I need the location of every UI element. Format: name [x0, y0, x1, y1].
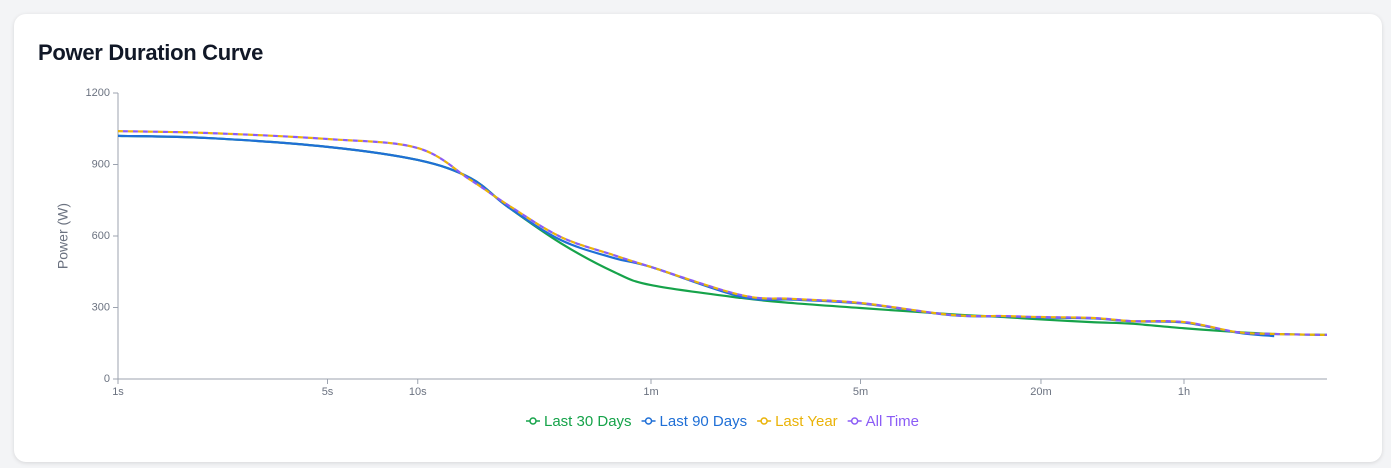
legend-label: Last 90 Days [660, 413, 748, 430]
x-tick-label: 10s [409, 386, 427, 398]
chart-title: Power Duration Curve [38, 40, 264, 65]
legend-item[interactable]: Last 90 Days [641, 413, 748, 430]
y-tick-label: 300 [92, 301, 110, 313]
x-tick-label: 1s [112, 386, 124, 398]
legend-label: Last 30 Days [544, 413, 632, 430]
x-tick-label: 5m [853, 386, 868, 398]
legend-label: All Time [866, 413, 919, 430]
legend-swatch-dot [760, 417, 768, 425]
legend-item[interactable]: Last 30 Days [526, 413, 632, 430]
card: Power Duration Curve [14, 14, 1382, 462]
legend-label: Last Year [775, 413, 838, 430]
y-tick-label: 900 [92, 158, 110, 170]
legend-swatch-dot [850, 417, 859, 425]
series-line [117, 134, 1275, 338]
legend-swatch-dot [644, 417, 653, 425]
legend-item[interactable]: All Time [847, 413, 919, 430]
x-tick-label: 20m [1030, 386, 1051, 398]
series-line [117, 130, 1328, 337]
legend: Last 30 Days Last 90 Days Last Year All Tim… [526, 413, 919, 430]
legend-swatch-dot [529, 417, 537, 425]
y-tick-label: 1200 [86, 87, 110, 99]
legend-item[interactable]: Last Year [757, 413, 838, 430]
x-tick-label: 5s [322, 386, 334, 398]
x-tick-label: 1h [1178, 386, 1190, 398]
y-axis-label: Power (W) [55, 203, 71, 269]
y-tick-label: 0 [104, 373, 110, 385]
series-line [117, 134, 1328, 337]
y-tick-label: 600 [92, 230, 110, 242]
series-line [117, 130, 1328, 337]
x-tick-label: 1m [643, 386, 658, 398]
